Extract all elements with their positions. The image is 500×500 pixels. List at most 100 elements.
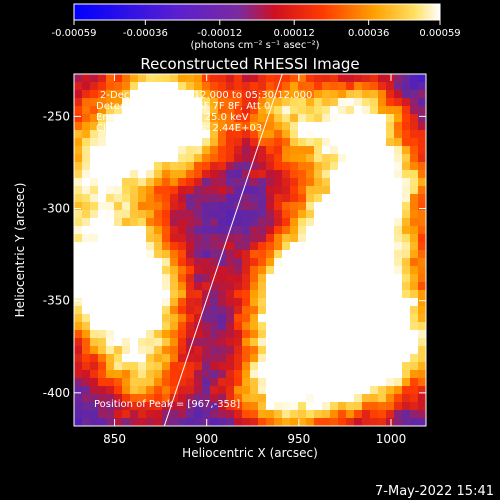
heatmap-cell <box>122 266 131 275</box>
heatmap-cell <box>242 82 251 91</box>
heatmap-cell <box>378 330 387 339</box>
heatmap-cell <box>378 138 387 147</box>
heatmap-cell <box>194 290 203 299</box>
heatmap-cell <box>210 234 219 243</box>
heatmap-cell <box>218 98 227 107</box>
heatmap-cell <box>122 346 131 355</box>
heatmap-cell <box>234 178 243 187</box>
heatmap-cell <box>122 410 131 419</box>
colorbar-tick-label: -0.00036 <box>123 28 168 39</box>
heatmap-cell <box>362 410 371 419</box>
heatmap-cell <box>178 154 187 163</box>
heatmap-cell <box>362 122 371 131</box>
heatmap-cell <box>330 106 339 115</box>
heatmap-cell <box>418 322 426 331</box>
heatmap-cell <box>106 162 115 171</box>
heatmap-cell <box>146 106 155 115</box>
heatmap-cell <box>186 170 195 179</box>
heatmap-cell <box>298 98 307 107</box>
heatmap-cell <box>290 266 299 275</box>
heatmap-cell <box>266 362 275 371</box>
heatmap-cell <box>386 122 395 131</box>
heatmap-cell <box>402 410 411 419</box>
heatmap-cell <box>82 258 91 267</box>
heatmap-cell <box>354 338 363 347</box>
heatmap-cell <box>306 306 315 315</box>
heatmap-cell <box>378 202 387 211</box>
heatmap-cell <box>322 274 331 283</box>
heatmap-cell <box>410 314 419 323</box>
heatmap-cell <box>202 106 211 115</box>
heatmap-cell <box>378 210 387 219</box>
heatmap-cell <box>378 186 387 195</box>
heatmap-cell <box>354 210 363 219</box>
heatmap-cell <box>186 186 195 195</box>
heatmap-cell <box>226 338 235 347</box>
heatmap-cell <box>274 282 283 291</box>
heatmap-cell <box>154 306 163 315</box>
heatmap-cell <box>418 130 426 139</box>
heatmap-cell <box>186 178 195 187</box>
heatmap-cell <box>178 130 187 139</box>
heatmap-cell <box>234 154 243 163</box>
y-tick-label: -250 <box>43 109 70 123</box>
heatmap-cell <box>394 386 403 395</box>
heatmap-cell <box>210 418 219 426</box>
heatmap-cell <box>194 202 203 211</box>
heatmap-cell <box>330 402 339 411</box>
heatmap-cell <box>154 274 163 283</box>
heatmap-cell <box>90 402 99 411</box>
heatmap-cell <box>218 210 227 219</box>
heatmap-cell <box>274 354 283 363</box>
heatmap-cell <box>290 202 299 211</box>
heatmap-cell <box>394 418 403 426</box>
heatmap-cell <box>146 290 155 299</box>
heatmap-cell <box>226 178 235 187</box>
heatmap-cell <box>138 362 147 371</box>
heatmap-cell <box>266 346 275 355</box>
heatmap-cell <box>202 402 211 411</box>
heatmap-cell <box>210 106 219 115</box>
heatmap-cell <box>330 234 339 243</box>
heatmap-cell <box>322 130 331 139</box>
heatmap-cell <box>114 114 123 123</box>
heatmap-cell <box>274 274 283 283</box>
heatmap-cell <box>314 170 323 179</box>
heatmap-cell <box>202 202 211 211</box>
heatmap-cell <box>98 362 107 371</box>
heatmap-cell <box>338 226 347 235</box>
heatmap-cell <box>330 146 339 155</box>
heatmap-cell <box>282 338 291 347</box>
heatmap-cell <box>242 114 251 123</box>
heatmap-cell <box>274 226 283 235</box>
heatmap-cell <box>186 418 195 426</box>
heatmap-cell <box>226 322 235 331</box>
heatmap-cell <box>138 314 147 323</box>
heatmap-cell <box>178 274 187 283</box>
heatmap-cell <box>234 370 243 379</box>
heatmap-cell <box>170 266 179 275</box>
heatmap-cell <box>194 154 203 163</box>
heatmap-cell <box>274 322 283 331</box>
heatmap-cell <box>234 298 243 307</box>
heatmap-cell <box>290 194 299 203</box>
heatmap-cell <box>290 138 299 147</box>
heatmap-cell <box>74 402 83 411</box>
heatmap-cell <box>162 194 171 203</box>
heatmap-cell <box>338 346 347 355</box>
heatmap-cell <box>226 386 235 395</box>
heatmap-cell <box>250 346 259 355</box>
heatmap-cell <box>122 330 131 339</box>
heatmap-cell <box>226 138 235 147</box>
heatmap-cell <box>386 394 395 403</box>
heatmap-cell <box>282 298 291 307</box>
heatmap-cell <box>354 130 363 139</box>
heatmap-cell <box>154 410 163 419</box>
heatmap-cell <box>154 122 163 131</box>
heatmap-cell <box>298 306 307 315</box>
heatmap-cell <box>186 298 195 307</box>
heatmap-cell <box>242 258 251 267</box>
heatmap-cell <box>234 274 243 283</box>
heatmap-cell <box>362 162 371 171</box>
heatmap-cell <box>210 82 219 91</box>
